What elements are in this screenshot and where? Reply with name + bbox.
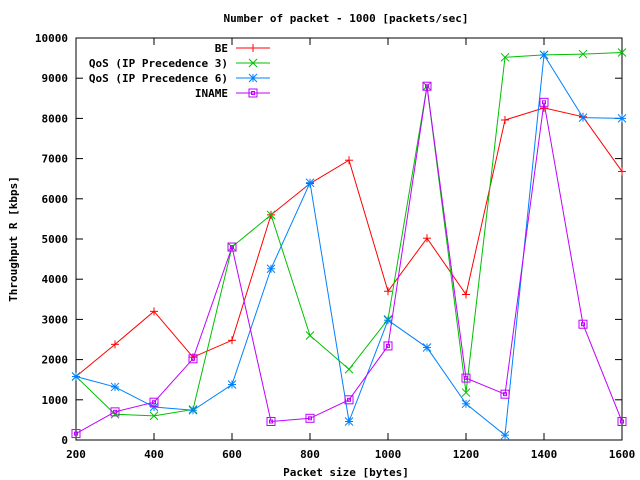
x-tick-label: 1400 (531, 448, 558, 461)
data-point (500, 389, 510, 399)
data-point (266, 417, 276, 427)
y-tick-label: 3000 (42, 313, 69, 326)
data-point (111, 340, 119, 349)
data-point (344, 364, 354, 374)
data-point (461, 388, 471, 397)
y-tick-label: 2000 (42, 354, 69, 367)
data-point (345, 156, 353, 165)
data-point (462, 290, 470, 299)
data-point (266, 264, 276, 274)
y-tick-label: 0 (61, 434, 68, 447)
data-point (578, 49, 588, 59)
data-point (500, 52, 510, 62)
data-point (248, 88, 258, 98)
data-point (501, 116, 509, 125)
x-tick-label: 200 (66, 448, 86, 461)
legend-label: QoS (IP Precedence 6) (89, 72, 228, 85)
data-point (578, 113, 588, 122)
legend-label: BE (215, 42, 228, 55)
data-point (110, 407, 120, 417)
x-tick-label: 800 (300, 448, 320, 461)
series-line (75, 86, 623, 435)
y-tick-label: 6000 (42, 193, 69, 206)
data-point (344, 417, 354, 426)
y-tick-label: 5000 (42, 233, 69, 246)
data-point (617, 114, 627, 123)
legend-label: QoS (IP Precedence 3) (89, 57, 228, 70)
series-line (75, 51, 623, 417)
data-point (305, 331, 315, 340)
x-axis-label: Packet size [bytes] (283, 466, 409, 479)
data-point (266, 210, 276, 220)
series-1 (72, 103, 626, 381)
chart-title: Number of packet - 1000 [packets/sec] (223, 12, 468, 25)
x-tick-label: 1000 (375, 448, 402, 461)
data-point (227, 380, 237, 389)
data-point (248, 73, 258, 83)
data-point (149, 411, 159, 421)
data-point (228, 336, 236, 345)
data-point (344, 395, 354, 405)
x-tick-label: 1600 (609, 448, 636, 461)
data-point (618, 167, 626, 176)
data-point (71, 429, 81, 439)
y-axis-label: Throughput R [kbps] (7, 176, 20, 302)
data-point (461, 373, 471, 383)
data-point (461, 399, 471, 409)
data-point (227, 242, 237, 252)
x-tick-label: 600 (222, 448, 242, 461)
series-4 (71, 81, 627, 439)
y-tick-label: 9000 (42, 72, 69, 85)
data-point (150, 307, 158, 316)
data-point (71, 372, 81, 381)
data-point (188, 405, 198, 415)
data-point (539, 50, 549, 60)
data-point (305, 413, 315, 423)
data-point (617, 417, 627, 427)
data-point (149, 402, 159, 412)
data-point (305, 178, 315, 188)
x-tick-label: 1200 (453, 448, 480, 461)
data-point (383, 315, 393, 325)
y-tick-label: 10000 (35, 32, 68, 45)
data-point (422, 343, 432, 352)
data-point (423, 234, 431, 243)
data-point (617, 48, 627, 57)
series-line (75, 53, 623, 437)
x-tick-label: 400 (144, 448, 164, 461)
data-point (539, 97, 549, 107)
series-line (75, 107, 623, 377)
data-point (384, 287, 392, 296)
axis-ticks: 0 1000 2000 3000 4000 5000 6000 7000 8000 9000 100… (35, 32, 635, 461)
y-tick-label: 8000 (42, 112, 69, 125)
y-tick-label: 1000 (42, 394, 69, 407)
data-point (500, 430, 510, 440)
series-3 (71, 50, 627, 440)
data-point (422, 81, 432, 91)
data-point (249, 44, 257, 52)
y-tick-label: 7000 (42, 153, 69, 166)
legend: BE QoS (IP Precedence 3) QoS (IP Precedenc… (89, 42, 270, 100)
data-point (110, 382, 120, 392)
series-layer (71, 48, 627, 440)
data-point (248, 58, 258, 68)
data-point (578, 319, 588, 329)
data-point (383, 341, 393, 351)
data-point (149, 397, 159, 407)
y-tick-label: 4000 (42, 273, 69, 286)
data-point (188, 354, 198, 364)
legend-label: INAME (195, 87, 228, 100)
